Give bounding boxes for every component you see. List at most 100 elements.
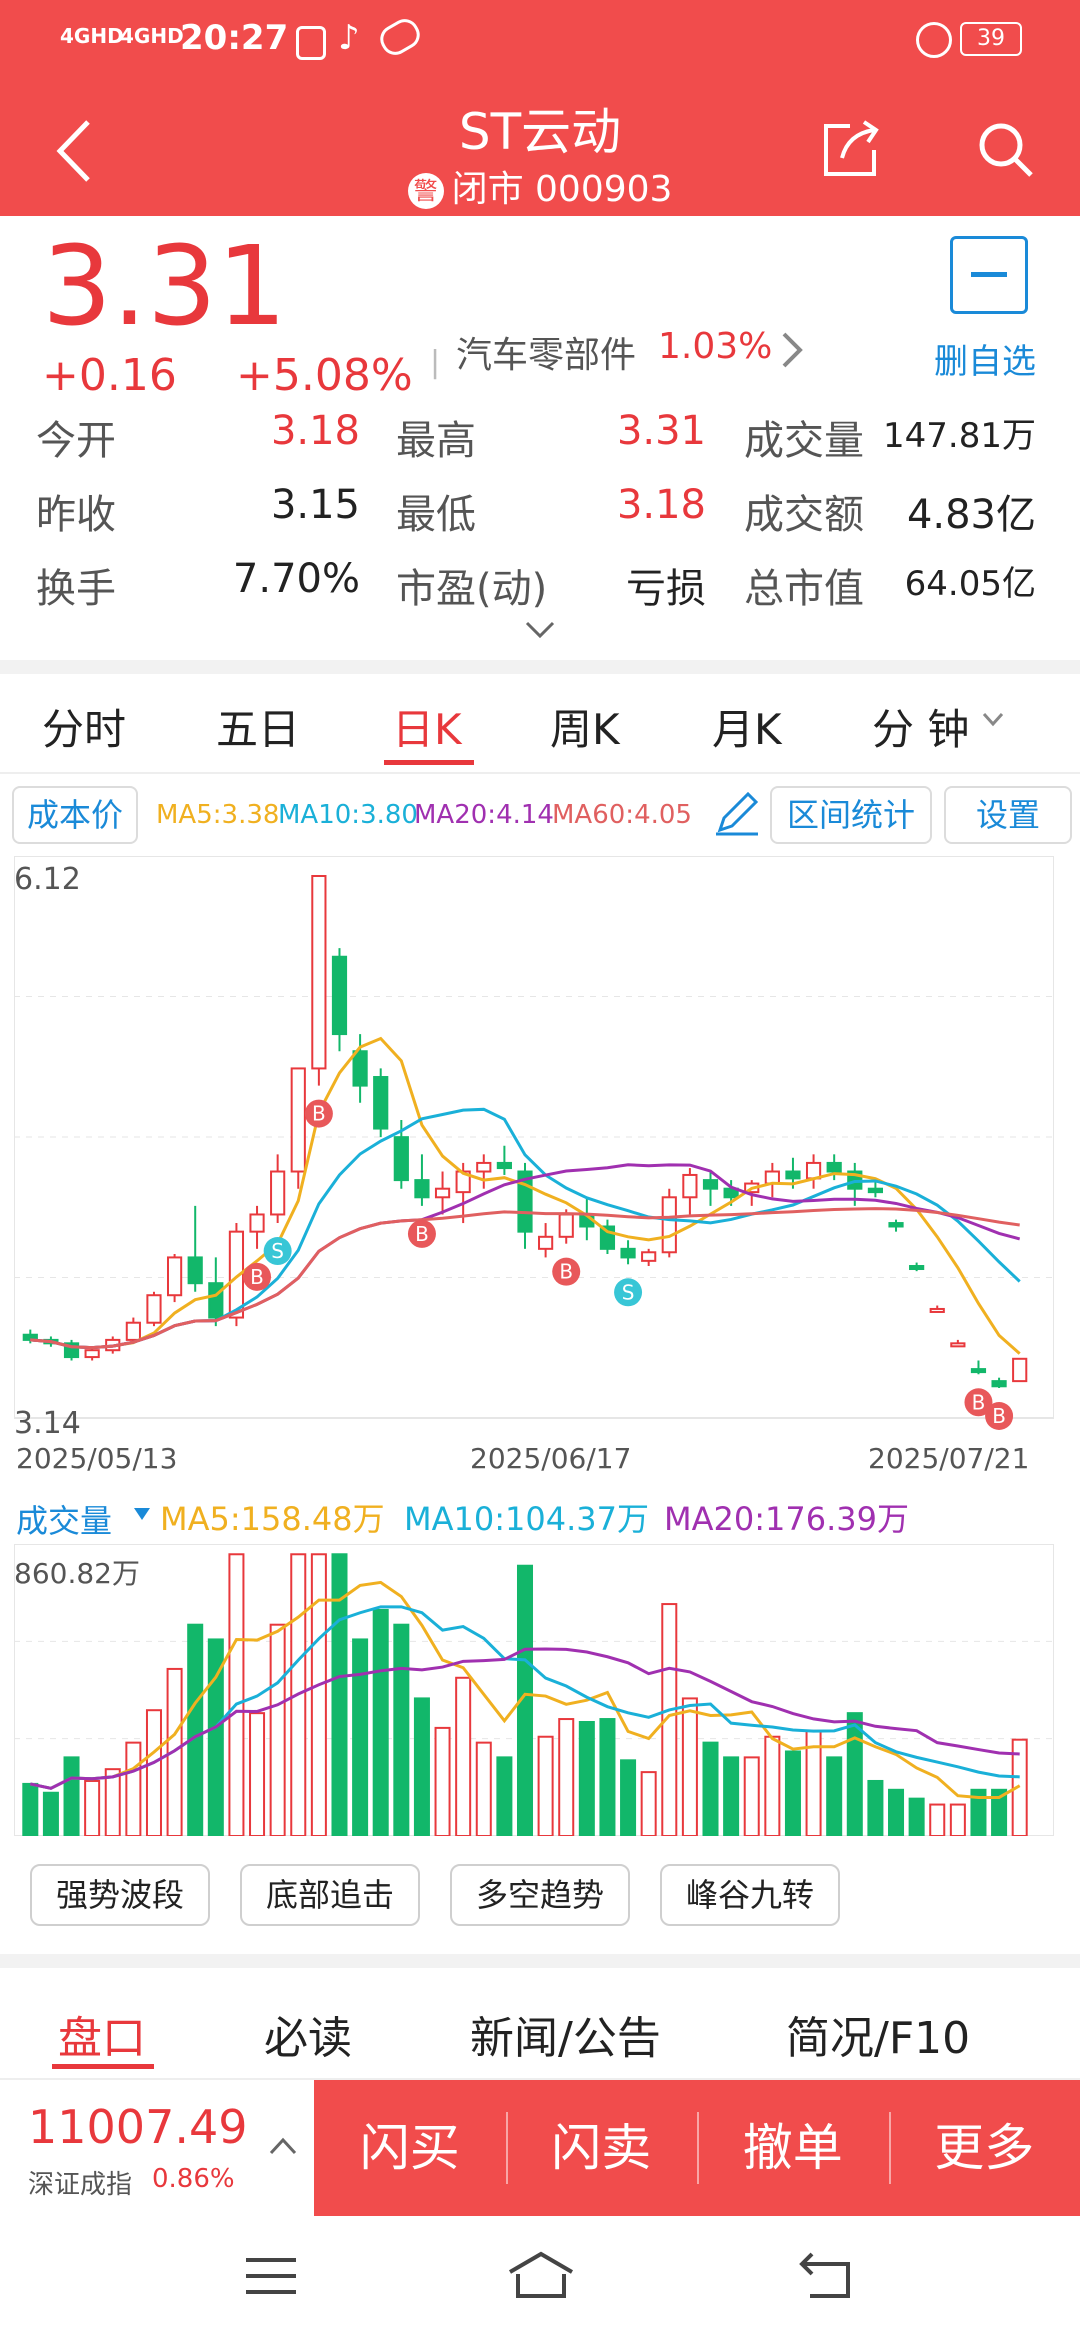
sector-name[interactable]: 汽车零部件 xyxy=(456,335,637,376)
trade-marker-label: B xyxy=(972,1390,986,1414)
candle xyxy=(826,1161,842,1173)
candle xyxy=(208,1282,224,1319)
volume-bar xyxy=(104,1768,121,1836)
volume-bar xyxy=(846,1712,863,1836)
volume-ma20-line xyxy=(29,1647,1020,1790)
home-icon[interactable] xyxy=(506,2250,576,2300)
range-stat-button[interactable]: 区间统计 xyxy=(770,786,932,844)
candle xyxy=(888,1222,904,1228)
indicator-pill[interactable]: 底部追击 xyxy=(240,1864,420,1926)
candle xyxy=(496,1161,512,1170)
signal-2: 4GHD xyxy=(120,24,184,48)
volume-ma10: MA10:104.37万 xyxy=(404,1500,649,1538)
candle xyxy=(970,1368,987,1374)
candle xyxy=(682,1173,698,1199)
ma5-line xyxy=(30,1036,1021,1355)
share-icon[interactable] xyxy=(820,118,882,180)
candle xyxy=(620,1247,636,1259)
trade-marker-label: S xyxy=(622,1280,635,1304)
volume-ma20: MA20:176.39万 xyxy=(664,1500,909,1538)
volume-bar xyxy=(743,1756,760,1836)
candle xyxy=(249,1213,265,1233)
bottom-tab[interactable]: 新闻/公告 xyxy=(470,2013,661,2064)
stat-value: 亏损 xyxy=(626,566,706,612)
candle xyxy=(867,1187,884,1194)
trade-button[interactable]: 撤单 xyxy=(742,2119,843,2177)
volume-ma5: MA5:158.48万 xyxy=(160,1500,385,1538)
index-value[interactable]: 11007.49 xyxy=(28,2100,248,2154)
remove-watch-button[interactable] xyxy=(950,236,1028,314)
section-separator-2 xyxy=(0,1954,1080,1968)
trade-button[interactable]: 闪买 xyxy=(359,2119,460,2177)
section-separator xyxy=(0,660,1080,674)
active-tab-indicator xyxy=(384,760,474,765)
candle xyxy=(702,1179,719,1190)
indicator-pill[interactable]: 多空趋势 xyxy=(450,1864,630,1926)
candle xyxy=(414,1179,430,1199)
chevron-up-icon[interactable] xyxy=(268,2136,298,2156)
candle xyxy=(476,1161,492,1173)
bottom-tab[interactable]: 简况/F10 xyxy=(786,2013,971,2064)
volume-bar xyxy=(640,1771,657,1836)
minus-icon xyxy=(971,272,1007,277)
volume-dropdown-icon[interactable] xyxy=(134,1508,150,1520)
back-nav-icon[interactable] xyxy=(796,2252,856,2300)
trade-marker-circle xyxy=(964,1388,993,1417)
volume-chart[interactable] xyxy=(14,1544,1054,1836)
kline-ma20: MA20:4.14 xyxy=(414,800,554,830)
trade-button[interactable]: 闪卖 xyxy=(551,2119,652,2177)
volume-bar xyxy=(145,1709,162,1836)
volume-bar xyxy=(269,1623,286,1836)
period-tab[interactable]: 周K xyxy=(550,705,620,754)
volume-bar xyxy=(187,1623,204,1836)
volume-bar xyxy=(310,1553,327,1836)
back-icon[interactable] xyxy=(50,116,100,186)
candle xyxy=(434,1187,451,1199)
cost-price-button[interactable]: 成本价 xyxy=(12,786,138,844)
search-icon[interactable] xyxy=(976,120,1036,180)
period-tab[interactable]: 分时 xyxy=(42,705,127,754)
dropdown-chevron-icon[interactable] xyxy=(982,712,1004,728)
expand-chevron-icon[interactable] xyxy=(524,620,556,640)
sector-pct[interactable]: 1.03% xyxy=(658,326,773,367)
date-end: 2025/07/21 xyxy=(868,1442,1030,1475)
bottom-tab[interactable]: 必读 xyxy=(264,2013,352,2064)
index-name: 深证成指 xyxy=(28,2170,133,2200)
chevron-right-icon[interactable] xyxy=(778,330,806,370)
volume-bar xyxy=(908,1797,925,1836)
settings-button[interactable]: 设置 xyxy=(944,786,1072,844)
volume-bar xyxy=(929,1803,946,1836)
candle xyxy=(393,1136,409,1182)
menu-icon[interactable] xyxy=(244,2256,298,2296)
trade-button[interactable]: 更多 xyxy=(934,2119,1035,2177)
candle xyxy=(929,1307,945,1313)
candle xyxy=(146,1294,162,1324)
trade-marker-label: B xyxy=(559,1260,573,1284)
candle xyxy=(538,1235,554,1250)
candle xyxy=(311,875,327,1070)
indicator-pill[interactable]: 峰谷九转 xyxy=(660,1864,840,1926)
app-header: 4GHD 4GHD 20:27 ♪ 39 ST云动 警闭市 000903 xyxy=(0,0,1080,216)
stat-label: 最高 xyxy=(396,418,476,464)
kline-ymax: 6.12 xyxy=(14,862,81,897)
kline-frame xyxy=(14,856,1054,1419)
candle xyxy=(661,1196,677,1254)
period-tab[interactable]: 日K xyxy=(392,705,462,754)
period-tab[interactable]: 分 钟 xyxy=(872,705,970,754)
stat-label: 换手 xyxy=(36,566,116,612)
trade-marker-label: S xyxy=(271,1239,284,1263)
indicator-pill[interactable]: 强势波段 xyxy=(30,1864,210,1926)
index-pct: 0.86% xyxy=(152,2164,235,2194)
bottom-tab[interactable]: 盘口 xyxy=(58,2013,146,2064)
pencil-icon[interactable] xyxy=(712,788,762,838)
period-tab[interactable]: 五日 xyxy=(216,705,301,754)
trade-divider xyxy=(697,2112,699,2184)
candle xyxy=(166,1256,183,1297)
candle xyxy=(558,1213,574,1238)
remove-watch-label[interactable]: 删自选 xyxy=(934,342,1036,382)
period-tab[interactable]: 月K xyxy=(712,705,782,754)
trade-divider xyxy=(888,2112,891,2184)
alarm-icon xyxy=(916,22,952,58)
volume-label[interactable]: 成交量 xyxy=(16,1502,113,1540)
